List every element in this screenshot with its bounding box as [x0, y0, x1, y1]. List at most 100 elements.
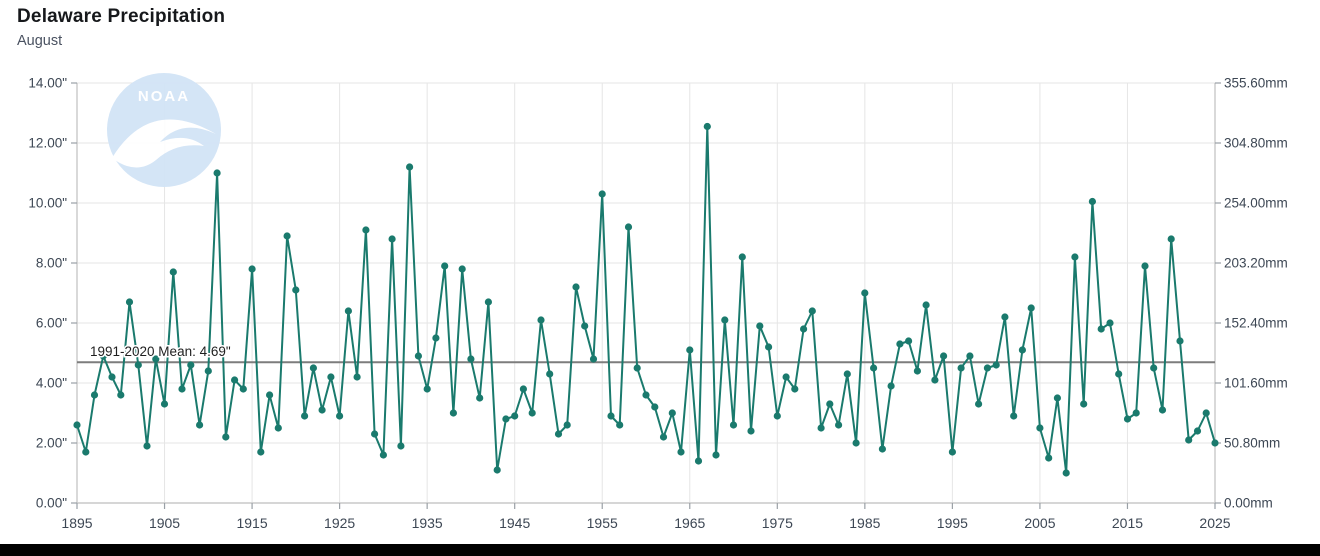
data-point[interactable]	[966, 352, 974, 360]
data-point[interactable]	[861, 289, 869, 297]
data-point[interactable]	[896, 340, 904, 348]
data-point[interactable]	[607, 412, 615, 420]
data-point[interactable]	[1053, 394, 1061, 402]
data-point[interactable]	[362, 226, 370, 234]
data-point[interactable]	[948, 448, 957, 456]
data-point[interactable]	[1176, 337, 1184, 345]
data-point[interactable]	[598, 190, 606, 198]
data-point[interactable]	[222, 433, 230, 441]
data-point[interactable]	[73, 421, 81, 429]
data-point[interactable]	[651, 403, 659, 411]
data-point[interactable]	[423, 385, 431, 393]
data-point[interactable]	[1132, 409, 1140, 417]
data-point[interactable]	[379, 451, 387, 459]
data-point[interactable]	[152, 355, 160, 363]
data-point[interactable]	[1045, 454, 1053, 462]
data-point[interactable]	[125, 298, 134, 306]
data-point[interactable]	[196, 421, 204, 429]
data-point[interactable]	[117, 391, 125, 399]
data-point[interactable]	[992, 361, 1000, 369]
data-point[interactable]	[800, 325, 808, 333]
data-point[interactable]	[1071, 253, 1079, 261]
data-point[interactable]	[248, 265, 256, 273]
data-point[interactable]	[1158, 406, 1167, 414]
data-point[interactable]	[239, 385, 247, 393]
data-point[interactable]	[668, 409, 676, 417]
data-point[interactable]	[563, 421, 571, 429]
data-point[interactable]	[975, 400, 983, 408]
data-point[interactable]	[537, 316, 545, 324]
data-point[interactable]	[353, 373, 361, 381]
data-point[interactable]	[257, 448, 265, 456]
data-point[interactable]	[1010, 412, 1018, 420]
data-point[interactable]	[1106, 319, 1114, 327]
data-point[interactable]	[1097, 325, 1105, 333]
data-point[interactable]	[703, 122, 711, 131]
data-point[interactable]	[1115, 370, 1123, 378]
data-point[interactable]	[134, 361, 142, 369]
data-point[interactable]	[274, 424, 282, 432]
data-point[interactable]	[344, 307, 352, 315]
data-point[interactable]	[178, 385, 186, 393]
data-point[interactable]	[90, 391, 99, 399]
data-point[interactable]	[835, 421, 843, 429]
data-point[interactable]	[1211, 439, 1219, 447]
data-point[interactable]	[878, 445, 887, 453]
data-point[interactable]	[581, 322, 589, 330]
data-point[interactable]	[388, 235, 396, 243]
data-point[interactable]	[773, 412, 781, 420]
data-point[interactable]	[686, 346, 694, 354]
data-point[interactable]	[677, 448, 685, 456]
data-point[interactable]	[213, 169, 221, 177]
data-point[interactable]	[721, 316, 729, 324]
data-point[interactable]	[694, 457, 703, 465]
data-point[interactable]	[1123, 415, 1132, 423]
data-point[interactable]	[931, 376, 939, 384]
data-point[interactable]	[1185, 436, 1193, 444]
data-point[interactable]	[633, 364, 641, 372]
data-point[interactable]	[554, 430, 563, 438]
data-point[interactable]	[1193, 427, 1202, 435]
data-point[interactable]	[1018, 346, 1026, 354]
data-point[interactable]	[99, 352, 107, 360]
data-point[interactable]	[336, 412, 344, 420]
data-point[interactable]	[940, 352, 948, 360]
data-point[interactable]	[589, 355, 598, 363]
data-point[interactable]	[160, 400, 169, 408]
data-point[interactable]	[922, 301, 930, 309]
data-point[interactable]	[108, 373, 116, 381]
data-point[interactable]	[432, 334, 440, 342]
data-point[interactable]	[843, 370, 851, 378]
data-point[interactable]	[1036, 424, 1044, 432]
data-point[interactable]	[266, 391, 274, 399]
data-point[interactable]	[572, 283, 580, 291]
data-point[interactable]	[414, 352, 422, 360]
data-point[interactable]	[371, 430, 379, 438]
data-point[interactable]	[169, 268, 177, 276]
data-point[interactable]	[283, 232, 291, 240]
data-point[interactable]	[1062, 469, 1070, 477]
data-point[interactable]	[905, 337, 913, 345]
data-point[interactable]	[493, 466, 501, 474]
data-point[interactable]	[143, 442, 151, 450]
data-point[interactable]	[747, 427, 755, 435]
data-point[interactable]	[546, 370, 554, 378]
data-point[interactable]	[642, 391, 650, 399]
data-point[interactable]	[458, 265, 466, 273]
data-point[interactable]	[808, 307, 816, 315]
data-point[interactable]	[738, 253, 746, 261]
data-point[interactable]	[204, 367, 212, 375]
data-point[interactable]	[1167, 235, 1175, 243]
data-point[interactable]	[1202, 409, 1210, 417]
data-point[interactable]	[782, 373, 790, 381]
data-point[interactable]	[318, 406, 326, 414]
data-point[interactable]	[817, 424, 825, 432]
data-point[interactable]	[712, 451, 720, 459]
data-point[interactable]	[1080, 400, 1088, 408]
data-point[interactable]	[528, 409, 536, 417]
data-point[interactable]	[729, 421, 738, 429]
data-point[interactable]	[327, 373, 335, 381]
data-point[interactable]	[624, 223, 633, 231]
data-point[interactable]	[852, 439, 860, 447]
data-point[interactable]	[756, 322, 764, 330]
